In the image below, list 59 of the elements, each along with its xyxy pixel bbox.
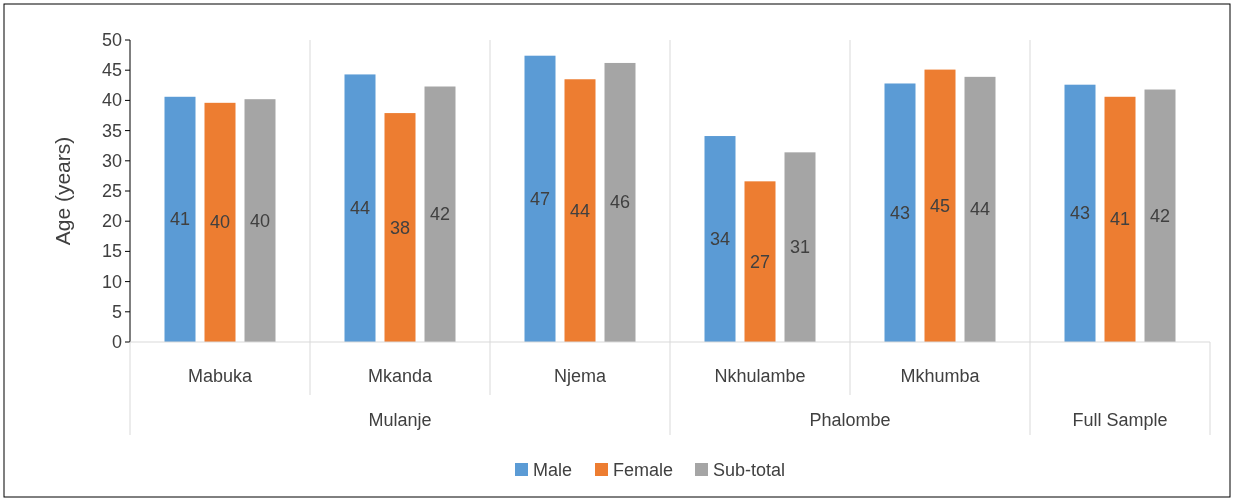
y-tick-label: 0 (111, 332, 122, 352)
bar (524, 55, 556, 342)
bar (704, 136, 736, 342)
data-label: 43 (889, 202, 911, 223)
text: Phalombe (809, 410, 891, 430)
y-axis-title: Age (years) (50, 136, 74, 246)
y-tick-label: 10 (101, 271, 122, 292)
legend-label: Female (613, 460, 674, 480)
legend-label: Sub-total (713, 460, 786, 480)
data-label: 40 (249, 210, 271, 231)
y-tick-label: 5 (111, 301, 122, 322)
legend-label: Male (533, 460, 573, 480)
bar (924, 69, 956, 342)
x-tick-label: Mabuka (187, 366, 253, 386)
bar (564, 79, 596, 342)
bar (784, 152, 816, 342)
bar (1104, 96, 1136, 342)
x-tick-label: Nkhulambe (714, 366, 806, 386)
x-tick-label: Mkanda (367, 366, 433, 386)
y-tick-label: 30 (101, 150, 122, 171)
data-label: 43 (1069, 203, 1091, 224)
y-tick-label: 25 (101, 181, 122, 201)
y-tick-label: 50 (101, 30, 122, 50)
data-label: 44 (569, 200, 591, 221)
x-tick-label: Njema (553, 366, 607, 386)
bar (244, 99, 276, 342)
bar (204, 102, 236, 342)
bar (1064, 84, 1096, 342)
bar (384, 113, 416, 342)
y-tick-label: 45 (101, 60, 122, 81)
data-label: 41 (169, 209, 191, 230)
data-label: 42 (429, 204, 451, 225)
data-label: 42 (1149, 205, 1171, 226)
data-label: 38 (389, 217, 411, 238)
bar (604, 62, 636, 342)
data-label: 47 (529, 188, 551, 209)
y-tick-label: 40 (101, 90, 122, 111)
text: Full Sample (1072, 410, 1168, 430)
data-label: 44 (349, 198, 371, 219)
bar (744, 181, 776, 342)
bar (964, 76, 996, 342)
bar (884, 83, 916, 342)
bar (1144, 89, 1176, 342)
y-tick-label: 35 (101, 120, 122, 141)
bar (424, 86, 456, 342)
y-tick-label: 20 (101, 211, 122, 232)
data-label: 40 (209, 212, 231, 233)
data-label: 46 (609, 192, 631, 213)
y-tick-label: 15 (101, 241, 122, 262)
data-label: 44 (969, 199, 991, 220)
data-label: 27 (749, 251, 771, 272)
data-label: 34 (709, 229, 731, 250)
data-label: 41 (1109, 209, 1131, 230)
bar (344, 74, 376, 342)
x-tick-label: Mkhumba (900, 366, 981, 386)
bar (164, 96, 196, 342)
data-label: 31 (789, 237, 811, 258)
data-label: 45 (929, 195, 951, 216)
text: Mulanje (368, 410, 432, 430)
